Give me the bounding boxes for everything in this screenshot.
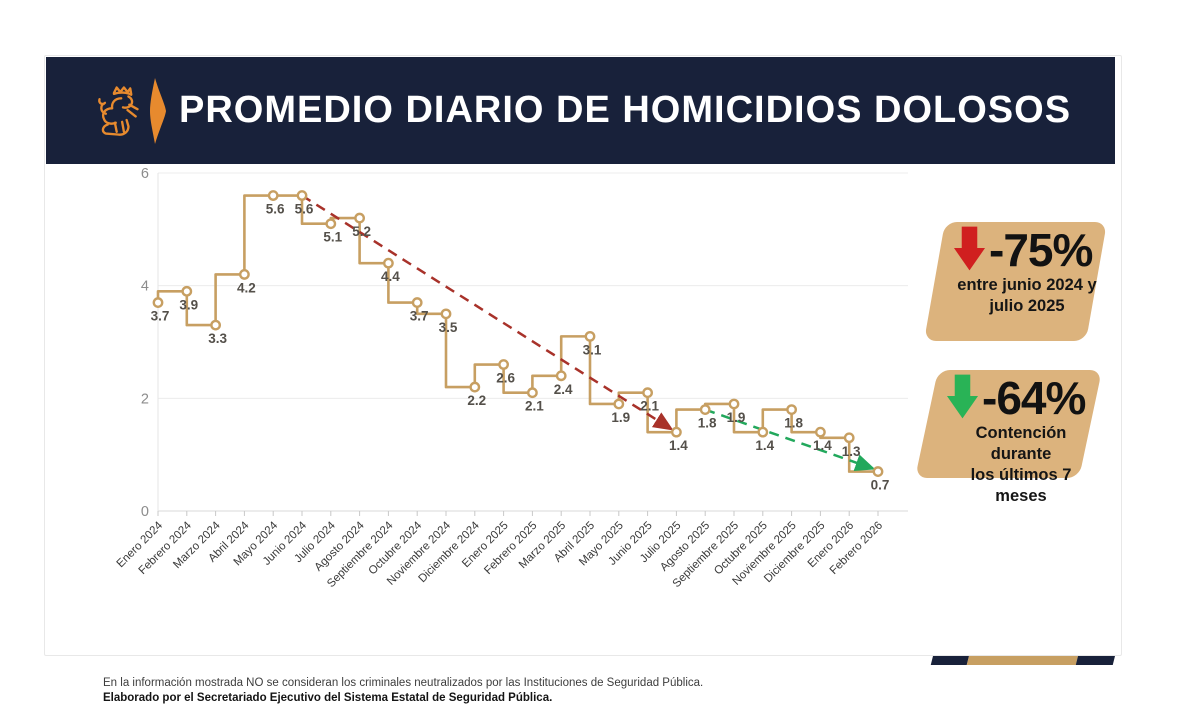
svg-text:1.4: 1.4 xyxy=(669,438,688,453)
svg-text:5.1: 5.1 xyxy=(323,230,342,245)
markers xyxy=(152,190,884,477)
green-down-arrow-icon xyxy=(946,374,979,419)
svg-text:4: 4 xyxy=(141,279,149,295)
svg-text:4.4: 4.4 xyxy=(381,269,400,284)
footnotes: En la información mostrada NO se conside… xyxy=(103,676,703,706)
svg-text:6: 6 xyxy=(141,166,149,182)
svg-text:3.7: 3.7 xyxy=(410,309,429,324)
strip-segment-tan xyxy=(966,656,1078,665)
strip-segment-navy xyxy=(930,656,969,665)
svg-text:0.7: 0.7 xyxy=(871,478,890,493)
svg-text:5.6: 5.6 xyxy=(266,202,285,217)
svg-text:1.9: 1.9 xyxy=(611,410,630,425)
svg-text:1.8: 1.8 xyxy=(698,416,717,431)
svg-text:1.3: 1.3 xyxy=(842,444,861,459)
svg-text:0: 0 xyxy=(141,504,149,520)
value-labels: 3.7 3.9 3.3 4.2 5.6 5.6 5.1 5.2 4.4 3.7 3.5 2.2 2.6 2… xyxy=(151,202,890,493)
svg-text:5.2: 5.2 xyxy=(352,224,371,239)
trend-arrow-containment-last-7-months xyxy=(704,408,876,472)
decor-strip xyxy=(930,656,1115,665)
footnote-line1: En la información mostrada NO se conside… xyxy=(103,677,704,689)
svg-text:5.6: 5.6 xyxy=(295,202,314,217)
svg-text:2.2: 2.2 xyxy=(467,393,486,408)
title-bar: PROMEDIO DIARIO DE HOMICIDIOS DOLOSOS xyxy=(46,57,1115,164)
svg-text:1.9: 1.9 xyxy=(727,410,746,425)
svg-text:2.1: 2.1 xyxy=(640,399,659,414)
svg-text:1.4: 1.4 xyxy=(755,438,774,453)
percent-value: -75% xyxy=(989,224,1093,276)
percent-value: -64% xyxy=(982,372,1086,424)
svg-text:3.9: 3.9 xyxy=(179,297,198,312)
svg-text:1.8: 1.8 xyxy=(784,416,803,431)
page-title: PROMEDIO DIARIO DE HOMICIDIOS DOLOSOS xyxy=(179,89,1072,131)
svg-text:3.7: 3.7 xyxy=(151,309,170,324)
trend-arrow-decline-junio2024-julio2025 xyxy=(301,194,674,431)
report-card: PROMEDIO DIARIO DE HOMICIDIOS DOLOSOS En… xyxy=(44,55,1122,704)
callout-caption: entre junio 2024 y julio 2025 xyxy=(957,276,1097,315)
svg-text:1.4: 1.4 xyxy=(813,438,832,453)
svg-text:Febrero 2026: Febrero 2026 xyxy=(828,520,885,577)
lion-crest-icon xyxy=(98,85,139,136)
svg-text:4.2: 4.2 xyxy=(237,280,256,295)
containment-callout: -64% Contención durante los últimos 7 me… xyxy=(915,370,1102,505)
red-down-arrow-icon xyxy=(953,226,986,271)
svg-text:2: 2 xyxy=(141,391,149,407)
svg-text:3.5: 3.5 xyxy=(439,320,458,335)
svg-text:2.4: 2.4 xyxy=(554,382,573,397)
svg-text:2.6: 2.6 xyxy=(496,371,515,386)
svg-text:3.1: 3.1 xyxy=(583,342,602,357)
strip-segment-navy xyxy=(1075,656,1115,665)
decline-callout: -75% entre junio 2024 y julio 2025 xyxy=(924,222,1107,341)
svg-text:3.3: 3.3 xyxy=(208,331,227,346)
svg-text:2.1: 2.1 xyxy=(525,399,544,414)
y-axis-labels: 0 2 4 6 xyxy=(141,166,149,520)
callout-caption: Contención durante los últimos 7 meses xyxy=(970,424,1072,505)
footnote-line2: Elaborado por el Secretariado Ejecutivo … xyxy=(103,692,553,704)
flame-accent-icon xyxy=(150,77,166,144)
grid xyxy=(157,172,908,512)
